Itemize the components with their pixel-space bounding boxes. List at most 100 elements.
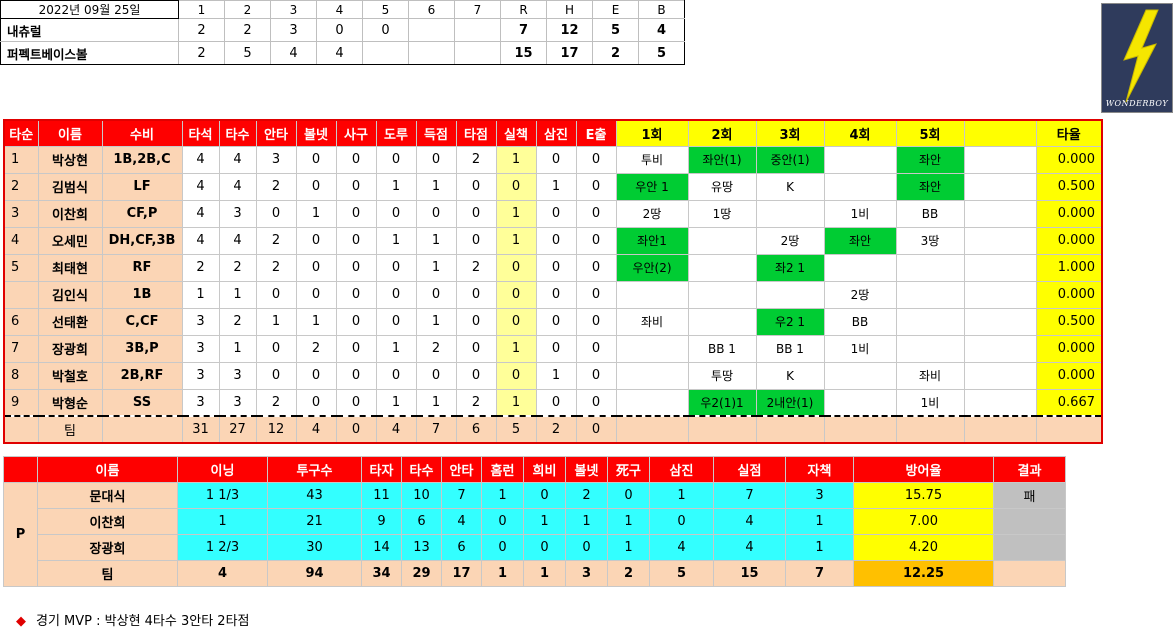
team-total-stat: 7 (415, 415, 457, 444)
batting-average: 0.000 (1035, 199, 1103, 228)
line-score-header-row: 2022년 09월 25일 1 2 3 4 5 6 7 R H E B (0, 0, 685, 19)
stat-cell: 4 (181, 145, 220, 174)
stat-cell: 1 (375, 172, 417, 201)
inning-result (963, 361, 1037, 390)
team-total-stat: 0 (575, 415, 617, 444)
pitching-team-total-row: 팀 4 94 34 29 17 1 1 3 2 5 15 7 12.25 (4, 560, 1066, 587)
inning-result: 좌비 (615, 307, 689, 336)
pitching-stat: 4 (441, 508, 482, 535)
inning-col: 7 (454, 0, 501, 19)
player-name: 김범식 (37, 172, 103, 201)
stat-cell: 1 (181, 280, 220, 309)
pitcher-result: 패 (993, 482, 1066, 509)
stat-cell: 3 (181, 334, 220, 363)
stat-cell: 3 (218, 361, 257, 390)
stat-cell: 0 (335, 145, 377, 174)
batting-header-cell (963, 119, 1037, 147)
team-name: 퍼펙트베이스볼 (0, 41, 179, 65)
inning-result (755, 280, 825, 309)
stat-cell: 1 (218, 280, 257, 309)
batting-header-cell: 타석 (181, 119, 220, 147)
inning-result: BB (823, 307, 897, 336)
stat-cell: 1 (375, 226, 417, 255)
pitching-stat: 0 (481, 508, 524, 535)
stat-cell: 1 (495, 199, 537, 228)
inning-result: 좌비 (895, 361, 965, 390)
hits-col: H (546, 0, 593, 19)
inning-result: 우안 1 (615, 172, 689, 201)
pitching-stat: 1 (649, 482, 714, 509)
stat-cell: 0 (295, 145, 337, 174)
stat-cell: 0 (415, 361, 457, 390)
bb-col: B (638, 0, 685, 19)
stat-cell: 0 (495, 307, 537, 336)
inning-result: K (755, 361, 825, 390)
score-cell (408, 18, 455, 42)
team-total-stat: 4 (375, 415, 417, 444)
pitching-stat: 4 (713, 508, 786, 535)
inning-result (615, 280, 689, 309)
inning-result: 2땅 (615, 199, 689, 228)
pitching-stat: 1 (481, 482, 524, 509)
pitching-stat: 6 (401, 508, 442, 535)
team-total-stat: 31 (181, 415, 220, 444)
stat-cell: 1 (495, 334, 537, 363)
stat-cell: 2 (255, 253, 297, 282)
stat-cell: 1 (415, 172, 457, 201)
stat-cell: 0 (375, 361, 417, 390)
stat-cell: 3 (181, 307, 220, 336)
stat-cell: 0 (575, 361, 617, 390)
stat-cell: 0 (255, 280, 297, 309)
inning-result (963, 145, 1037, 174)
batting-header-cell: 이름 (37, 119, 103, 147)
errors-total: 2 (592, 41, 639, 65)
pitching-stat: 0 (523, 482, 566, 509)
pitching-header-cell: 자책 (785, 456, 854, 483)
player-position: LF (101, 172, 183, 201)
pitcher-group-label: P (3, 482, 38, 587)
stat-cell: 0 (255, 199, 297, 228)
pitching-team-stat: 29 (401, 560, 442, 587)
stat-cell: 1 (535, 361, 577, 390)
inning-result (615, 388, 689, 417)
inning-result (615, 334, 689, 363)
pitching-header-cell: 홈런 (481, 456, 524, 483)
batting-row: 3 이찬희 CF,P 4 3 0 1 0 0 0 0 1 0 0 2땅 1땅 1비 BB 0.000 (3, 199, 1103, 228)
pitching-team-stat: 5 (649, 560, 714, 587)
stat-cell: 0 (495, 280, 537, 309)
runs-total: 7 (500, 18, 547, 42)
inning-col: 6 (408, 0, 455, 19)
batting-average: 0.500 (1035, 307, 1103, 336)
inning-result: 1비 (895, 388, 965, 417)
stat-cell: 1 (218, 334, 257, 363)
pitching-stat: 1 (785, 534, 854, 561)
inning-result: 좌안(1) (687, 145, 757, 174)
inning-result: BB 1 (755, 334, 825, 363)
pitching-stat: 11 (361, 482, 402, 509)
inning-result (823, 388, 897, 417)
batting-header-cell: 4회 (823, 119, 897, 147)
stat-cell: 0 (575, 226, 617, 255)
pitching-team-stat: 3 (565, 560, 608, 587)
pitching-header-cell: 희비 (523, 456, 566, 483)
score-cell: 2 (178, 18, 225, 42)
player-position: 2B,RF (101, 361, 183, 390)
pitching-stat: 13 (401, 534, 442, 561)
pitching-stat: 4 (649, 534, 714, 561)
stat-cell: 0 (375, 199, 417, 228)
batting-header-cell: 수비 (101, 119, 183, 147)
score-cell (362, 41, 409, 65)
inning-result (823, 361, 897, 390)
stat-cell: 0 (535, 334, 577, 363)
pitching-team-era: 12.25 (853, 560, 994, 587)
stat-cell: 2 (255, 172, 297, 201)
score-cell: 5 (224, 41, 271, 65)
inning-result (823, 172, 897, 201)
inning-result (963, 334, 1037, 363)
stat-cell: 1 (375, 334, 417, 363)
pitcher-era: 7.00 (853, 508, 994, 535)
stat-cell: 4 (181, 172, 220, 201)
inning-result (895, 253, 965, 282)
stat-cell: 0 (255, 361, 297, 390)
stat-cell: 0 (535, 199, 577, 228)
